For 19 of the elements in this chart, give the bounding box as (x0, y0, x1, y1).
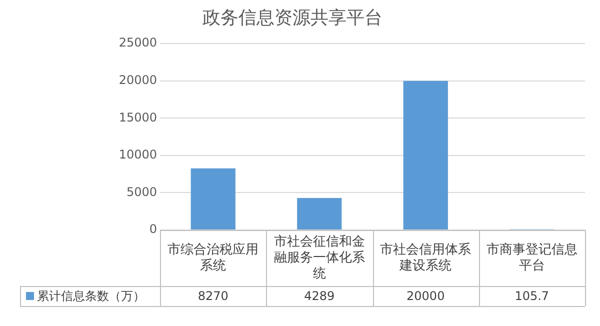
y-tick-label: 25000 (118, 36, 157, 50)
x-tick-label: 市商事登记信息平台 (486, 242, 578, 274)
y-tick-label: 0 (149, 222, 157, 236)
legend-label: 累计信息条数（万） (37, 289, 145, 304)
x-tick-label: 市社会信用体系建设系统 (380, 242, 472, 274)
chart-title: 政务信息资源共享平台 (202, 7, 382, 28)
x-tick-label: 市综合治税应用系统 (168, 241, 259, 274)
y-tick-label: 5000 (126, 184, 157, 199)
data-label: 8270 (198, 289, 228, 304)
y-tick-label: 15000 (118, 110, 157, 124)
bar (190, 168, 236, 230)
data-label: 4289 (304, 289, 335, 304)
data-label: 105.7 (514, 289, 550, 304)
x-tick-label: 市社会征信和金融服务一体化系统 (274, 234, 365, 282)
y-tick-label: 10000 (118, 148, 157, 162)
y-tick-label: 20000 (118, 73, 157, 88)
bar (403, 80, 448, 230)
bar (297, 198, 342, 230)
data-label: 20000 (406, 289, 445, 304)
